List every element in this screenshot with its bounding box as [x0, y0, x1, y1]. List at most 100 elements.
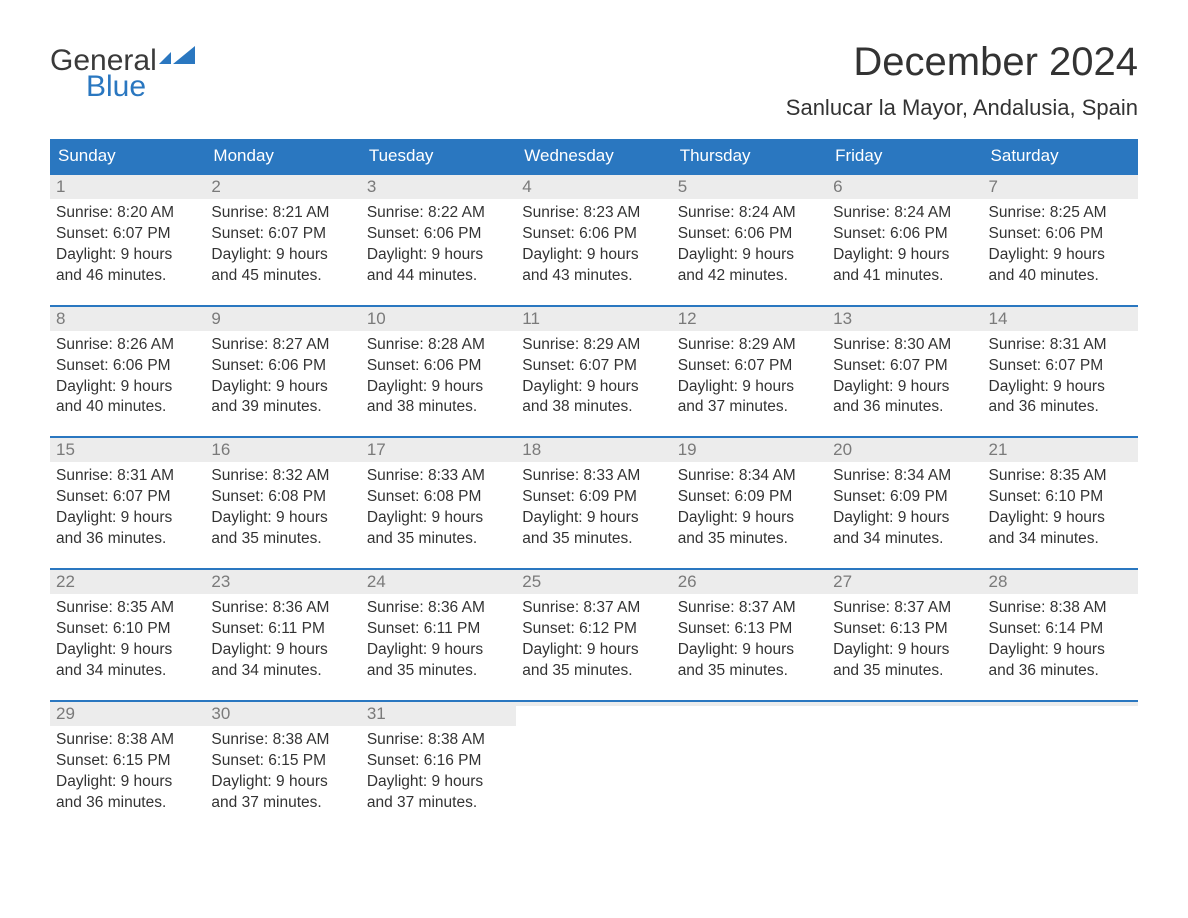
day-content: Sunrise: 8:38 AMSunset: 6:16 PMDaylight:…: [361, 726, 516, 814]
day-d1: Daylight: 9 hours: [522, 377, 665, 398]
calendar-day: 5Sunrise: 8:24 AMSunset: 6:06 PMDaylight…: [672, 175, 827, 287]
calendar-week: 15Sunrise: 8:31 AMSunset: 6:07 PMDayligh…: [50, 436, 1138, 550]
day-sunset: Sunset: 6:10 PM: [989, 487, 1132, 508]
calendar: Sunday Monday Tuesday Wednesday Thursday…: [50, 139, 1138, 813]
title-block: December 2024 Sanlucar la Mayor, Andalus…: [786, 40, 1138, 131]
day-content: Sunrise: 8:33 AMSunset: 6:09 PMDaylight:…: [516, 462, 671, 550]
calendar-day: 15Sunrise: 8:31 AMSunset: 6:07 PMDayligh…: [50, 438, 205, 550]
day-content: Sunrise: 8:28 AMSunset: 6:06 PMDaylight:…: [361, 331, 516, 419]
day-d2: and 36 minutes.: [989, 397, 1132, 418]
day-number: 4: [516, 175, 671, 199]
day-sunrise: Sunrise: 8:28 AM: [367, 335, 510, 356]
day-d2: and 45 minutes.: [211, 266, 354, 287]
day-sunrise: Sunrise: 8:34 AM: [678, 466, 821, 487]
day-sunrise: Sunrise: 8:35 AM: [56, 598, 199, 619]
day-sunrise: Sunrise: 8:36 AM: [211, 598, 354, 619]
day-sunset: Sunset: 6:14 PM: [989, 619, 1132, 640]
calendar-day: 10Sunrise: 8:28 AMSunset: 6:06 PMDayligh…: [361, 307, 516, 419]
day-content: Sunrise: 8:29 AMSunset: 6:07 PMDaylight:…: [672, 331, 827, 419]
calendar-day: 14Sunrise: 8:31 AMSunset: 6:07 PMDayligh…: [983, 307, 1138, 419]
day-d1: Daylight: 9 hours: [678, 508, 821, 529]
day-number: 25: [516, 570, 671, 594]
weekday-header: Wednesday: [516, 139, 671, 173]
day-d1: Daylight: 9 hours: [211, 377, 354, 398]
day-d1: Daylight: 9 hours: [56, 377, 199, 398]
day-d2: and 34 minutes.: [211, 661, 354, 682]
day-d2: and 43 minutes.: [522, 266, 665, 287]
day-number: 6: [827, 175, 982, 199]
calendar-day: 27Sunrise: 8:37 AMSunset: 6:13 PMDayligh…: [827, 570, 982, 682]
weekday-header: Saturday: [983, 139, 1138, 173]
month-title: December 2024: [786, 40, 1138, 85]
day-number: 28: [983, 570, 1138, 594]
day-d1: Daylight: 9 hours: [522, 245, 665, 266]
day-content: Sunrise: 8:38 AMSunset: 6:14 PMDaylight:…: [983, 594, 1138, 682]
day-d1: Daylight: 9 hours: [989, 640, 1132, 661]
day-sunset: Sunset: 6:15 PM: [56, 751, 199, 772]
weekday-header: Monday: [205, 139, 360, 173]
day-d2: and 36 minutes.: [56, 793, 199, 814]
day-d1: Daylight: 9 hours: [56, 508, 199, 529]
day-d2: and 36 minutes.: [56, 529, 199, 550]
day-sunrise: Sunrise: 8:37 AM: [522, 598, 665, 619]
day-content: Sunrise: 8:35 AMSunset: 6:10 PMDaylight:…: [983, 462, 1138, 550]
day-d1: Daylight: 9 hours: [522, 640, 665, 661]
day-content: Sunrise: 8:37 AMSunset: 6:13 PMDaylight:…: [827, 594, 982, 682]
day-sunset: Sunset: 6:06 PM: [367, 224, 510, 245]
flag-icon: [159, 40, 195, 70]
logo-text-2: Blue: [86, 72, 195, 102]
day-d1: Daylight: 9 hours: [56, 245, 199, 266]
day-content: Sunrise: 8:26 AMSunset: 6:06 PMDaylight:…: [50, 331, 205, 419]
page-header: General Blue December 2024 Sanlucar la M…: [50, 40, 1138, 131]
day-content: Sunrise: 8:37 AMSunset: 6:13 PMDaylight:…: [672, 594, 827, 682]
weekday-header: Sunday: [50, 139, 205, 173]
day-d2: and 34 minutes.: [989, 529, 1132, 550]
calendar-day: 20Sunrise: 8:34 AMSunset: 6:09 PMDayligh…: [827, 438, 982, 550]
day-content: Sunrise: 8:23 AMSunset: 6:06 PMDaylight:…: [516, 199, 671, 287]
day-content: Sunrise: 8:22 AMSunset: 6:06 PMDaylight:…: [361, 199, 516, 287]
calendar-day: 23Sunrise: 8:36 AMSunset: 6:11 PMDayligh…: [205, 570, 360, 682]
day-d2: and 37 minutes.: [678, 397, 821, 418]
day-d1: Daylight: 9 hours: [56, 772, 199, 793]
day-d1: Daylight: 9 hours: [833, 377, 976, 398]
day-content: Sunrise: 8:29 AMSunset: 6:07 PMDaylight:…: [516, 331, 671, 419]
calendar-day: 3Sunrise: 8:22 AMSunset: 6:06 PMDaylight…: [361, 175, 516, 287]
calendar-day: 24Sunrise: 8:36 AMSunset: 6:11 PMDayligh…: [361, 570, 516, 682]
day-d1: Daylight: 9 hours: [833, 640, 976, 661]
day-d1: Daylight: 9 hours: [56, 640, 199, 661]
day-d2: and 35 minutes.: [833, 661, 976, 682]
day-d1: Daylight: 9 hours: [833, 508, 976, 529]
day-number: 27: [827, 570, 982, 594]
day-d2: and 38 minutes.: [367, 397, 510, 418]
location: Sanlucar la Mayor, Andalusia, Spain: [786, 95, 1138, 121]
day-sunset: Sunset: 6:07 PM: [989, 356, 1132, 377]
day-content: Sunrise: 8:38 AMSunset: 6:15 PMDaylight:…: [205, 726, 360, 814]
day-sunrise: Sunrise: 8:31 AM: [989, 335, 1132, 356]
day-number: 26: [672, 570, 827, 594]
day-sunset: Sunset: 6:07 PM: [56, 224, 199, 245]
day-number: 2: [205, 175, 360, 199]
day-d2: and 35 minutes.: [367, 529, 510, 550]
day-d2: and 40 minutes.: [989, 266, 1132, 287]
day-d2: and 42 minutes.: [678, 266, 821, 287]
day-sunrise: Sunrise: 8:38 AM: [989, 598, 1132, 619]
calendar-day: 16Sunrise: 8:32 AMSunset: 6:08 PMDayligh…: [205, 438, 360, 550]
day-sunset: Sunset: 6:06 PM: [56, 356, 199, 377]
day-sunset: Sunset: 6:08 PM: [211, 487, 354, 508]
day-d1: Daylight: 9 hours: [678, 377, 821, 398]
day-sunset: Sunset: 6:08 PM: [367, 487, 510, 508]
day-content: Sunrise: 8:24 AMSunset: 6:06 PMDaylight:…: [672, 199, 827, 287]
day-number: 13: [827, 307, 982, 331]
day-number: 14: [983, 307, 1138, 331]
day-d1: Daylight: 9 hours: [367, 508, 510, 529]
day-d1: Daylight: 9 hours: [367, 377, 510, 398]
calendar-day: 18Sunrise: 8:33 AMSunset: 6:09 PMDayligh…: [516, 438, 671, 550]
day-sunrise: Sunrise: 8:29 AM: [522, 335, 665, 356]
day-d1: Daylight: 9 hours: [367, 245, 510, 266]
day-d1: Daylight: 9 hours: [989, 508, 1132, 529]
day-d2: and 35 minutes.: [678, 529, 821, 550]
day-content: Sunrise: 8:31 AMSunset: 6:07 PMDaylight:…: [50, 462, 205, 550]
day-content: Sunrise: 8:21 AMSunset: 6:07 PMDaylight:…: [205, 199, 360, 287]
calendar-day: 31Sunrise: 8:38 AMSunset: 6:16 PMDayligh…: [361, 702, 516, 814]
calendar-day: 26Sunrise: 8:37 AMSunset: 6:13 PMDayligh…: [672, 570, 827, 682]
